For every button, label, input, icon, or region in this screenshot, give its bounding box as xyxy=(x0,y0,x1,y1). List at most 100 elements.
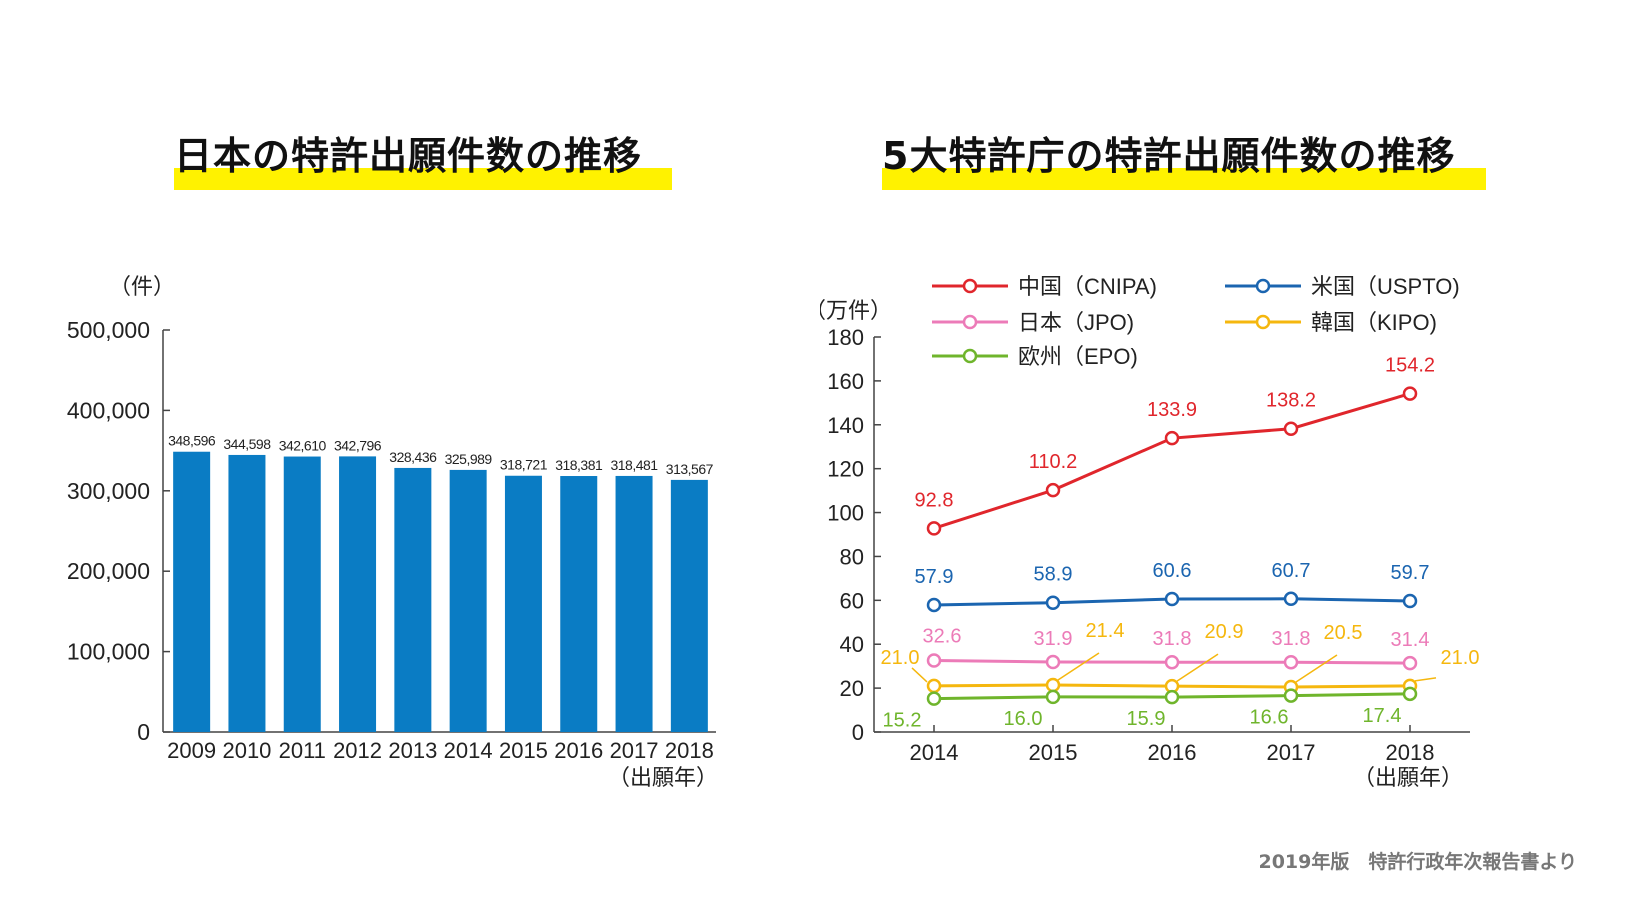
bar-value-label: 318,481 xyxy=(610,457,658,473)
source-footer: 2019年版 特許行政年次報告書より xyxy=(1258,851,1577,873)
data-label: 20.5 xyxy=(1324,622,1363,644)
label-leader-line xyxy=(1295,654,1338,683)
data-label: 154.2 xyxy=(1385,355,1435,377)
y-tick-label: 180 xyxy=(827,325,864,350)
data-point xyxy=(1045,654,1061,670)
y-tick-label: 160 xyxy=(827,369,864,394)
bar-value-label: 348,596 xyxy=(168,433,216,449)
y-tick-label: 100,000 xyxy=(67,639,150,665)
bar-value-label: 318,721 xyxy=(500,457,548,473)
right-chart-title: 5大特許庁の特許出願件数の推移 xyxy=(882,134,1456,178)
data-label: 31.8 xyxy=(1272,628,1311,650)
y-unit-label: （件） xyxy=(109,274,175,299)
data-label: 110.2 xyxy=(1029,451,1078,473)
legend-label: 中国（CNIPA) xyxy=(1018,274,1157,299)
bar xyxy=(670,479,708,732)
x-tick-label: 2015 xyxy=(1029,740,1078,765)
bar-value-label: 342,796 xyxy=(334,437,382,453)
bar xyxy=(228,454,266,732)
x-unit-label: （出願年） xyxy=(608,765,718,790)
legend-swatch-marker xyxy=(962,278,978,294)
bar xyxy=(394,467,432,732)
x-tick-label: 2013 xyxy=(388,738,437,763)
legend-swatch-marker xyxy=(1255,314,1271,330)
label-leader-line xyxy=(1057,652,1100,681)
data-label: 21.0 xyxy=(881,647,920,669)
y-tick-label: 60 xyxy=(840,588,864,613)
x-tick-label: 2017 xyxy=(610,738,659,763)
y-tick-label: 40 xyxy=(840,632,864,657)
x-tick-label: 2018 xyxy=(1386,740,1435,765)
data-point xyxy=(1283,654,1299,670)
y-tick-label: 0 xyxy=(852,720,864,745)
bar xyxy=(560,476,598,732)
x-tick-label: 2009 xyxy=(167,738,216,763)
x-tick-label: 2014 xyxy=(910,740,959,765)
data-point xyxy=(1045,677,1061,693)
data-point xyxy=(1283,421,1299,436)
label-leader-line xyxy=(1414,677,1437,682)
data-label: 21.4 xyxy=(1086,620,1125,642)
x-tick-label: 2017 xyxy=(1267,740,1316,765)
x-tick-label: 2016 xyxy=(554,738,603,763)
data-label: 16.0 xyxy=(1004,708,1043,730)
x-tick-label: 2012 xyxy=(333,738,382,763)
data-point xyxy=(926,691,942,706)
data-label: 16.6 xyxy=(1250,707,1289,729)
legend-label: 韓国（KIPO) xyxy=(1311,310,1437,335)
y-tick-label: 80 xyxy=(840,544,864,569)
data-point xyxy=(1402,686,1418,702)
data-label: 17.4 xyxy=(1363,705,1402,727)
bar xyxy=(449,469,487,732)
data-point xyxy=(926,678,942,694)
title-highlight xyxy=(174,168,672,190)
data-point xyxy=(1402,593,1418,609)
data-label: 138.2 xyxy=(1266,390,1316,412)
data-point xyxy=(1045,482,1061,498)
title-highlight xyxy=(882,168,1486,190)
y-tick-label: 0 xyxy=(137,719,150,745)
right-chart-title-area: 5大特許庁の特許出願件数の推移 xyxy=(882,128,1486,192)
x-tick-label: 2015 xyxy=(499,738,548,763)
label-leader-line xyxy=(1176,653,1219,682)
data-label: 32.6 xyxy=(923,625,962,647)
data-label: 57.9 xyxy=(915,566,954,588)
data-point xyxy=(926,653,942,668)
legend-label: 欧州（EPO) xyxy=(1018,344,1138,369)
bar xyxy=(283,456,321,732)
data-point xyxy=(1283,591,1299,607)
data-label: 15.9 xyxy=(1127,708,1166,730)
legend-swatch-marker xyxy=(1255,278,1271,294)
y-tick-label: 500,000 xyxy=(67,317,150,343)
data-label: 58.9 xyxy=(1034,564,1073,586)
data-point xyxy=(1283,688,1299,703)
legend-label: 日本（JPO) xyxy=(1018,310,1134,335)
data-label: 59.7 xyxy=(1391,562,1430,584)
data-point xyxy=(1164,430,1180,446)
bar-value-label: 325,989 xyxy=(445,451,493,467)
legend-swatch-marker xyxy=(962,314,978,330)
x-tick-label: 2011 xyxy=(279,738,326,763)
y-tick-label: 200,000 xyxy=(67,558,150,584)
bar-value-label: 342,610 xyxy=(279,438,327,454)
x-tick-label: 2014 xyxy=(444,738,493,763)
bar-value-label: 328,436 xyxy=(389,449,437,465)
data-point xyxy=(1045,595,1061,610)
x-tick-label: 2018 xyxy=(665,738,714,763)
data-label: 31.4 xyxy=(1391,629,1430,651)
data-point xyxy=(1402,655,1418,671)
left-chart-title-area: 日本の特許出願件数の推移 xyxy=(174,128,672,192)
y-tick-label: 300,000 xyxy=(67,478,150,504)
label-leader-line xyxy=(911,667,928,683)
data-label: 133.9 xyxy=(1147,399,1197,421)
data-point xyxy=(926,597,942,613)
x-tick-label: 2016 xyxy=(1148,740,1197,765)
y-tick-label: 20 xyxy=(840,676,864,701)
data-label: 60.7 xyxy=(1272,560,1311,582)
data-point xyxy=(1045,689,1061,705)
data-point xyxy=(1164,654,1180,670)
bar xyxy=(173,451,211,732)
data-label: 15.2 xyxy=(883,710,922,732)
x-tick-label: 2010 xyxy=(222,738,271,763)
y-tick-label: 120 xyxy=(827,457,864,482)
